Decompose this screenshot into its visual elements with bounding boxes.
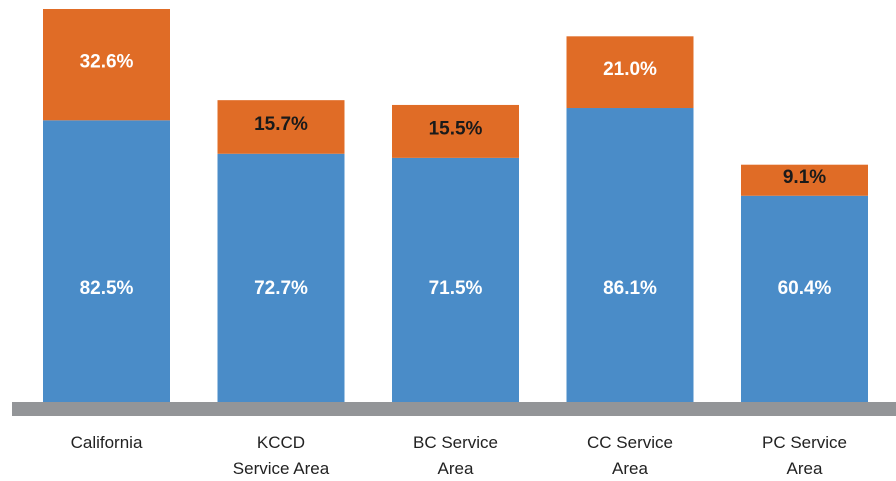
bar-segment xyxy=(217,153,345,402)
bar-segment xyxy=(43,9,170,121)
bar-segment xyxy=(566,36,694,109)
category-label: PC Service Area xyxy=(761,433,848,478)
bar-segment xyxy=(392,104,519,158)
bar-segment xyxy=(392,157,519,402)
category-label: CC Service Area xyxy=(587,433,673,478)
category-label: BC Service Area xyxy=(412,433,499,478)
value-label: 15.5% xyxy=(429,118,483,139)
bar-segment xyxy=(217,100,345,154)
bar-segment xyxy=(43,120,170,402)
bar-segment xyxy=(566,108,694,402)
value-label: 86.1% xyxy=(603,278,657,299)
value-label: 32.6% xyxy=(80,52,134,73)
value-label: 71.5% xyxy=(429,278,483,299)
value-label: 9.1% xyxy=(783,167,826,188)
bar-segment xyxy=(741,195,868,402)
bar-segment xyxy=(741,164,868,196)
value-label: 72.7% xyxy=(254,278,308,299)
value-label: 82.5% xyxy=(80,278,134,299)
value-label: 60.4% xyxy=(778,278,832,299)
category-label: California xyxy=(70,433,143,452)
baseline xyxy=(12,402,896,416)
value-label: 15.7% xyxy=(254,114,308,135)
category-label: KCCD Service Area xyxy=(232,433,330,478)
value-label: 21.0% xyxy=(603,59,657,80)
